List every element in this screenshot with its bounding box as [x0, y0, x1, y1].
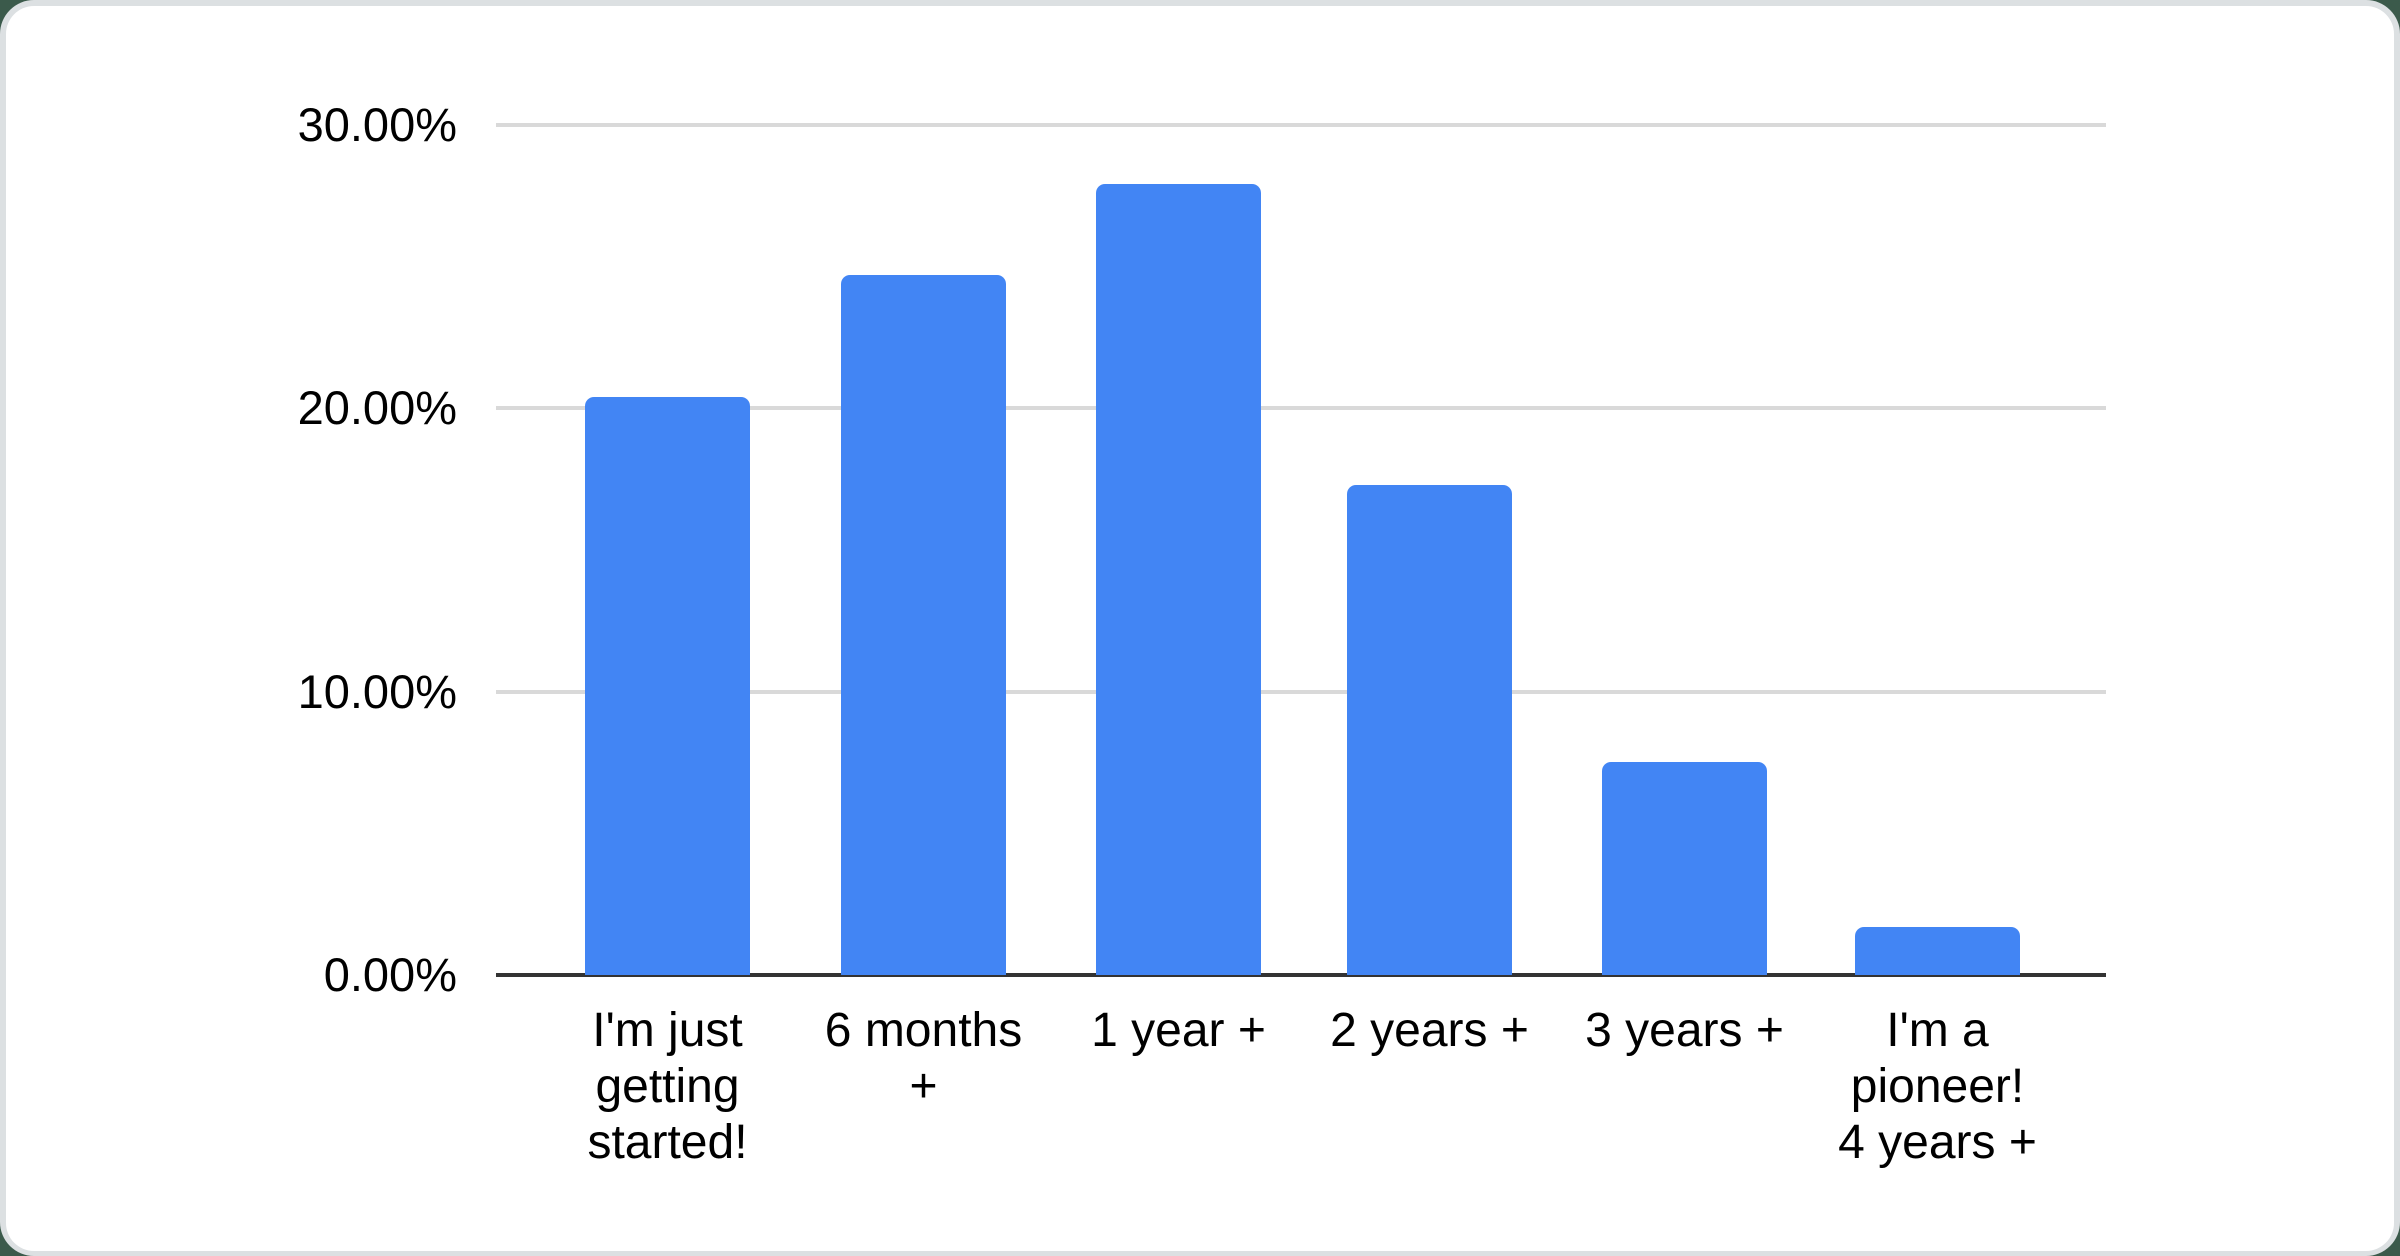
- x-axis-label-line: started!: [587, 1116, 748, 1169]
- gridline: [496, 406, 2106, 411]
- y-axis-tick-label: 30.00%: [297, 98, 457, 151]
- y-axis-tick-label: 20.00%: [297, 381, 457, 435]
- x-axis-label-line: 2 years +: [1330, 1004, 1529, 1057]
- x-axis-label-line: 1 year +: [1091, 1004, 1266, 1057]
- x-axis-label-line: 6 months: [824, 1004, 1023, 1057]
- bar: [841, 275, 1006, 975]
- x-axis-label-line: +: [909, 1060, 938, 1113]
- y-axis-tick-label: 0.00%: [323, 948, 457, 1001]
- y-axis-tick-label: 10.00%: [297, 664, 457, 718]
- x-axis-label-line: pioneer!: [1850, 1060, 2025, 1113]
- x-axis-label-line: 3 years +: [1585, 1004, 1784, 1057]
- chart-card: 30.00% 20.00% 10.00% 0.00% I'm just getting st…: [6, 6, 2394, 1251]
- bar: [1855, 927, 2020, 975]
- x-axis-category-label: 2 years +: [1270, 1003, 1590, 1059]
- gridline: [496, 689, 2106, 694]
- x-axis-label-line: 4 years +: [1838, 1116, 2037, 1169]
- x-axis-label-line: I'm a: [1886, 1004, 1989, 1057]
- gridline: [496, 123, 2106, 127]
- x-axis-label-line: I'm just: [592, 1004, 743, 1057]
- bar: [1096, 184, 1261, 975]
- x-axis-category-label: 3 years +: [1525, 1003, 1845, 1059]
- x-axis-line: [496, 973, 2106, 977]
- bar-chart: 30.00% 20.00% 10.00% 0.00% I'm just getting st…: [6, 6, 2394, 1251]
- x-axis-category-label: 1 year +: [1019, 1003, 1339, 1059]
- x-axis-label-line: getting: [595, 1060, 740, 1113]
- bar: [585, 397, 750, 975]
- x-axis-category-label: I'm just getting started!: [508, 1003, 828, 1171]
- bar: [1347, 485, 1512, 975]
- x-axis-category-label: 6 months +: [764, 1003, 1084, 1115]
- bar: [1602, 762, 1767, 975]
- x-axis-category-label: I'm a pioneer! 4 years +: [1778, 1003, 2098, 1171]
